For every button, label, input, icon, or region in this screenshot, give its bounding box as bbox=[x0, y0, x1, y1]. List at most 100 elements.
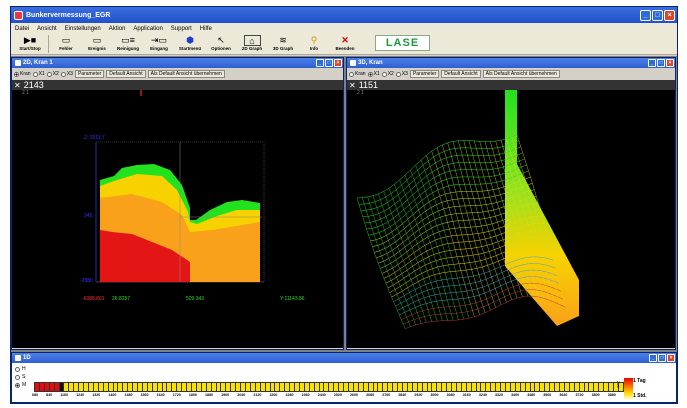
graph-2d-button[interactable]: ⌂ 2D Graph bbox=[241, 35, 263, 51]
window-2d-close-button[interactable]: × bbox=[334, 59, 342, 67]
mesh-line bbox=[484, 141, 534, 297]
window-3d-minimize-button[interactable]: _ bbox=[648, 59, 656, 67]
ereignis-button[interactable]: ▭ Ereignis bbox=[88, 35, 106, 51]
mesh-line bbox=[442, 144, 491, 311]
legend-top-label: 1 Tag bbox=[633, 378, 646, 384]
timeline-cell bbox=[206, 382, 212, 392]
mesh-line bbox=[479, 141, 528, 297]
radio-x3[interactable]: X3 bbox=[395, 71, 408, 77]
default-view-button[interactable]: Default Ansicht bbox=[441, 70, 481, 78]
timeline-cell bbox=[550, 382, 556, 392]
timeline-tick-label: 1960 bbox=[221, 393, 230, 397]
reinigung-button[interactable]: ▭≡ Reinigung bbox=[117, 35, 139, 51]
timeline-cell bbox=[373, 382, 379, 392]
set-default-view-button[interactable]: Als Default Ansicht übernehmen bbox=[482, 70, 560, 78]
timeline-minimize-button[interactable]: _ bbox=[649, 354, 657, 362]
menu-support[interactable]: Support bbox=[170, 25, 192, 32]
timeline-tick-label: 1160 bbox=[60, 393, 69, 397]
optionen-button[interactable]: ↖ Optionen bbox=[211, 35, 231, 51]
timeline-cell bbox=[270, 382, 276, 392]
window-2d-maximize-button[interactable]: □ bbox=[325, 59, 333, 67]
parameter-button[interactable]: Parameter bbox=[409, 70, 440, 78]
menu-aktion[interactable]: Aktion bbox=[108, 25, 126, 32]
timeline-cell bbox=[54, 382, 60, 392]
lase-logo: LASE bbox=[375, 35, 430, 51]
menu-application[interactable]: Application bbox=[133, 25, 163, 32]
timeline-strip[interactable] bbox=[34, 382, 624, 392]
mesh-line bbox=[362, 152, 523, 218]
window-3d-maximize-button[interactable]: □ bbox=[657, 59, 665, 67]
timeline-cell bbox=[574, 382, 580, 392]
timeline-cell bbox=[319, 382, 325, 392]
timeline-cell bbox=[540, 382, 546, 392]
timeline-tick-label: 1640 bbox=[156, 393, 165, 397]
radio-x1[interactable]: X1 bbox=[367, 71, 380, 77]
default-view-button[interactable]: Default Ansicht bbox=[106, 70, 146, 78]
timeline-cell bbox=[201, 382, 207, 392]
menu-einstellungen[interactable]: Einstellungen bbox=[64, 25, 101, 32]
radio-h[interactable]: H bbox=[15, 366, 26, 372]
info-button[interactable]: ⚲ Info bbox=[299, 35, 329, 51]
start-menu-icon: ⬢ bbox=[186, 35, 194, 45]
timeline-tick-label: 3480 bbox=[527, 393, 536, 397]
timeline-cell bbox=[167, 382, 173, 392]
radio-m[interactable]: M bbox=[15, 382, 26, 388]
graph-3d-icon: ≋ bbox=[279, 35, 287, 45]
plot-3d-canvas[interactable]: 2 1 bbox=[347, 90, 675, 348]
x-left-value: 26.8257 bbox=[112, 296, 131, 302]
menu-ansicht[interactable]: Ansicht bbox=[37, 25, 57, 32]
radio-kran[interactable]: Kran bbox=[14, 71, 31, 77]
window-3d-title: 3D, Kran bbox=[358, 60, 383, 66]
timeline-cell bbox=[471, 382, 477, 392]
timeline-cell bbox=[564, 382, 570, 392]
timeline-cell bbox=[452, 382, 457, 392]
fehler-button[interactable]: ▭ Fehler bbox=[59, 35, 73, 51]
surface-red bbox=[100, 230, 190, 282]
start-stop-button[interactable]: ▶■ Start/Stop bbox=[19, 35, 41, 51]
radio-kran[interactable]: Kran bbox=[349, 71, 366, 77]
timeline-cell bbox=[64, 382, 70, 392]
window-2d-minimize-button[interactable]: _ bbox=[316, 59, 324, 67]
mesh-line bbox=[516, 134, 566, 308]
window-3d-close-button[interactable]: × bbox=[666, 59, 674, 67]
timeline-tick-label: 2440 bbox=[317, 393, 326, 397]
timeline-cell bbox=[196, 382, 202, 392]
timeline-cell bbox=[555, 382, 560, 392]
parameter-button[interactable]: Parameter bbox=[74, 70, 105, 78]
timeline-close-button[interactable]: × bbox=[667, 354, 675, 362]
close-x-icon[interactable]: ✕ bbox=[349, 80, 356, 90]
set-default-view-button[interactable]: Als Default Ansicht übernehmen bbox=[147, 70, 225, 78]
options-icon: ↖ bbox=[217, 35, 225, 45]
beenden-button[interactable]: ✕ Beenden bbox=[335, 35, 355, 51]
mesh-line bbox=[383, 191, 432, 322]
radio-x2[interactable]: X2 bbox=[46, 71, 59, 77]
timeline-cell bbox=[172, 382, 178, 392]
timeline-cell bbox=[241, 382, 246, 392]
close-button[interactable]: × bbox=[664, 9, 675, 21]
radio-x3[interactable]: X3 bbox=[60, 71, 73, 77]
plot-2d-canvas[interactable]: 2 1 bbox=[12, 90, 343, 348]
close-x-icon[interactable]: ✕ bbox=[14, 80, 21, 90]
radio-s[interactable]: S bbox=[15, 374, 26, 380]
timeline-tick-label: 2600 bbox=[349, 393, 358, 397]
timeline-cell bbox=[427, 382, 433, 392]
minimize-button[interactable]: _ bbox=[640, 9, 651, 21]
timeline-cell bbox=[118, 382, 124, 392]
radio-x2[interactable]: X2 bbox=[381, 71, 394, 77]
menu-datei[interactable]: Datei bbox=[15, 25, 30, 32]
timeline-maximize-button[interactable]: □ bbox=[658, 354, 666, 362]
maximize-button[interactable]: □ bbox=[652, 9, 663, 21]
menu-hilfe[interactable]: Hilfe bbox=[199, 25, 212, 32]
timeline-cell bbox=[162, 382, 168, 392]
timeline-tick-label: 3560 bbox=[543, 393, 552, 397]
graph-3d-button[interactable]: ≋ 3D Graph bbox=[272, 35, 294, 51]
mesh-line bbox=[378, 193, 427, 323]
timeline-cell bbox=[39, 382, 45, 392]
eingang-button[interactable]: ⇥▭ Eingang bbox=[150, 35, 168, 51]
mesh-line bbox=[360, 146, 521, 211]
window-2d-title: 2D, Kran 1 bbox=[23, 60, 53, 66]
error-screen-icon: ▭ bbox=[61, 35, 71, 45]
timeline-cell bbox=[589, 382, 595, 392]
radio-x1[interactable]: X1 bbox=[32, 71, 45, 77]
startmenu-button[interactable]: ⬢ Startmenü bbox=[178, 35, 202, 51]
